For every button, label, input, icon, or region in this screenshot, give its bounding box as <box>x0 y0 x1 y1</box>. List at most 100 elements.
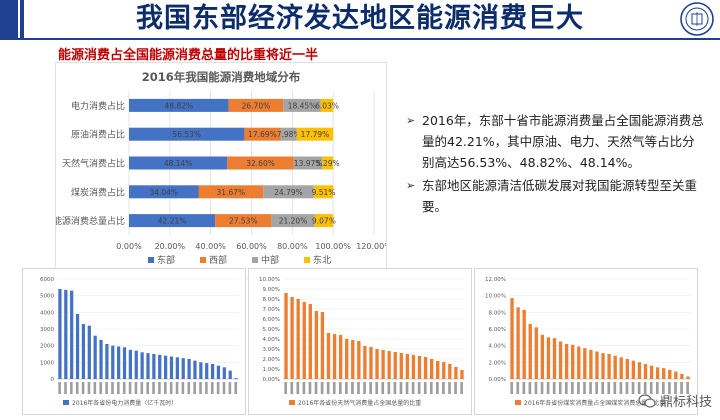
bar <box>442 362 446 379</box>
y-tick-label: 0.00% <box>489 377 506 383</box>
bar <box>429 359 434 379</box>
bar <box>423 357 428 379</box>
bar <box>216 365 221 379</box>
province-label-mark <box>668 382 671 394</box>
bar <box>571 344 575 379</box>
bar <box>534 327 538 379</box>
province-label-mark <box>199 382 202 394</box>
province-label-mark <box>58 382 61 394</box>
bar <box>668 369 672 379</box>
province-label-mark <box>643 382 647 394</box>
province-label-mark <box>205 382 208 394</box>
wechat-icon <box>638 393 656 408</box>
x-tick-label: 120.00% <box>356 242 386 251</box>
data-label: 17.79% <box>301 130 330 139</box>
bar <box>175 357 179 379</box>
province-label-mark <box>571 382 574 394</box>
y-tick-label: 10.00% <box>259 277 280 283</box>
data-label: 34.04% <box>149 188 178 197</box>
data-label: 31.67% <box>217 188 246 197</box>
bar <box>140 352 144 379</box>
province-label-mark <box>222 382 226 394</box>
legend-label: 2016年各省份电力消费量（亿千瓦时） <box>72 399 177 407</box>
bar <box>205 363 209 379</box>
bar <box>122 347 127 379</box>
bar <box>351 340 355 379</box>
x-tick-label: 0.00% <box>116 242 142 251</box>
bar <box>111 345 115 379</box>
province-label-mark <box>680 382 683 394</box>
province-label-mark <box>369 382 372 394</box>
province-label-mark <box>375 382 379 394</box>
bar <box>222 367 226 379</box>
bar <box>405 354 410 379</box>
province-label-mark <box>423 382 427 394</box>
bar <box>540 334 545 379</box>
gas-share-by-province-chart: 0.00% 1.00% 2.00% 3.00% 4.00% 5.00% 6.00% 7.00%… <box>259 277 465 407</box>
page-title: 我国东部经济发达地区能源消费巨大 <box>136 3 584 34</box>
bar <box>516 307 520 379</box>
bar <box>528 324 532 379</box>
bar <box>417 356 422 379</box>
bar <box>234 378 238 379</box>
main-stacked-bar-chart: 2016年我国能源消费地域分布 0.00% 20.00% 40.00% 60.00% 80… <box>53 70 392 266</box>
bar <box>308 304 312 379</box>
province-label-mark <box>146 382 149 394</box>
bar <box>454 367 458 379</box>
bar <box>595 351 599 379</box>
province-label-mark <box>655 382 659 394</box>
data-label: 18.45% <box>288 101 317 110</box>
bar <box>655 367 660 379</box>
data-label: 48.14% <box>164 159 193 168</box>
x-tick-label: 40.00% <box>195 242 226 251</box>
bar <box>210 364 215 379</box>
bar <box>363 346 367 379</box>
bar <box>181 358 185 379</box>
bullet-item: 2016年，东部十省市能源消费量占全国能源消费总量的42.21%，其中原油、电力… <box>406 110 706 173</box>
province-label-mark <box>460 382 463 394</box>
province-label-mark <box>228 382 232 394</box>
bar <box>631 360 636 379</box>
bar <box>643 364 648 379</box>
province-label-mark <box>117 382 120 394</box>
y-tick-label: 0 <box>51 377 55 383</box>
chart-title: 2016年我国能源消费地域分布 <box>142 70 301 84</box>
province-label-mark <box>637 382 641 394</box>
y-tick-label: 6.00% <box>489 327 506 333</box>
legend-label: 2016年各省份煤炭消费量占全国煤炭消费总量的比重 <box>524 399 665 407</box>
bar-segment <box>313 185 334 199</box>
legend-swatch <box>200 257 206 263</box>
legend-swatch <box>304 257 310 263</box>
x-tick-label: 60.00% <box>236 242 267 251</box>
province-label-mark <box>442 382 445 394</box>
bar-segment <box>283 98 321 112</box>
province-label-mark <box>320 382 324 394</box>
bar <box>187 359 191 379</box>
bar-segment <box>296 127 334 141</box>
bar <box>284 293 288 379</box>
y-tick-label: 5.00% <box>263 327 280 333</box>
y-tick-label: 9.00% <box>263 287 280 293</box>
university-seal-icon <box>680 2 714 36</box>
province-label-mark <box>540 382 544 394</box>
category-label: 煤炭消费占比 <box>71 186 125 198</box>
bar <box>193 360 197 379</box>
bar <box>680 374 684 379</box>
province-label-mark <box>546 382 550 394</box>
category-label: 电力消费占比 <box>71 100 125 112</box>
province-label-mark <box>128 382 132 394</box>
category-label: 原油消费占比 <box>71 129 125 141</box>
data-label: 6.03% <box>315 101 339 110</box>
data-label: 56.53% <box>172 130 201 139</box>
province-label-mark <box>399 382 403 394</box>
bar <box>613 355 617 379</box>
province-label-mark <box>607 382 611 394</box>
province-label-mark <box>429 382 433 394</box>
data-label: 13.97% <box>294 159 323 168</box>
province-label-mark <box>351 382 354 394</box>
bar <box>128 349 133 379</box>
province-label-mark <box>308 382 312 394</box>
data-label: 32.60% <box>246 159 275 168</box>
category-label: 能源消费总量占比 <box>56 215 125 227</box>
province-label-mark <box>357 382 360 394</box>
